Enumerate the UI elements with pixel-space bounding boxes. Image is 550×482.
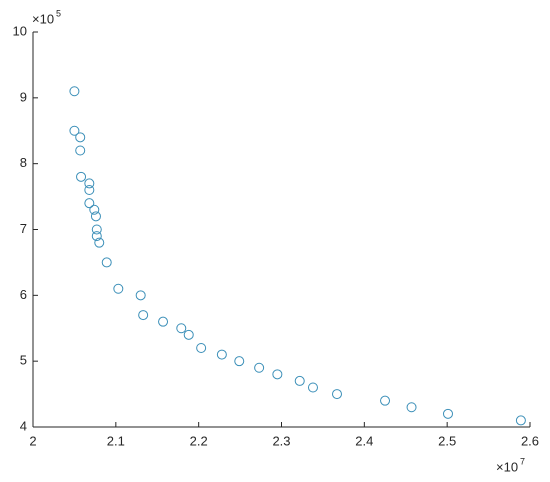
y-multiplier: ×10	[32, 11, 54, 26]
point	[135, 290, 146, 301]
point	[94, 237, 105, 248]
point	[216, 349, 227, 360]
y-tick-label: 9	[20, 89, 27, 104]
x-exponent: 7	[520, 456, 525, 466]
point	[69, 86, 80, 97]
x-tick-label: 2	[29, 433, 36, 448]
point	[91, 224, 102, 235]
point	[183, 329, 194, 340]
point	[75, 132, 86, 143]
point	[294, 375, 305, 386]
point	[234, 356, 245, 367]
point	[307, 382, 318, 393]
point	[90, 211, 101, 222]
x-tick-label: 2.6	[521, 433, 539, 448]
point	[84, 178, 95, 189]
y-tick-label: 8	[20, 155, 27, 170]
x-tick-label: 2.3	[272, 433, 290, 448]
x-multiplier: ×10	[496, 459, 518, 474]
point	[380, 395, 391, 406]
point	[515, 415, 526, 426]
point	[75, 145, 86, 156]
x-tick-label: 2.5	[438, 433, 456, 448]
point	[138, 310, 149, 321]
x-tick-label: 2.2	[190, 433, 208, 448]
point	[113, 283, 124, 294]
point	[89, 204, 100, 215]
x-tick-label: 2.1	[107, 433, 125, 448]
point	[76, 171, 87, 182]
y-tick-label: 7	[20, 221, 27, 236]
point	[442, 408, 453, 419]
point	[272, 369, 283, 380]
y-tick-label: 4	[20, 418, 27, 433]
point	[254, 362, 265, 373]
point	[176, 323, 187, 334]
point	[84, 185, 95, 195]
point	[91, 231, 102, 242]
y-tick-label: 5	[20, 353, 27, 368]
y-tick-label: 10	[13, 23, 27, 38]
point	[101, 257, 112, 268]
point	[196, 343, 207, 353]
y-exponent: 5	[56, 8, 61, 18]
point	[158, 316, 169, 327]
point	[84, 198, 95, 209]
x-tick-label: 2.4	[355, 433, 373, 448]
point	[69, 125, 80, 136]
point	[406, 402, 417, 413]
y-tick-label: 6	[20, 287, 27, 302]
point	[331, 389, 342, 400]
